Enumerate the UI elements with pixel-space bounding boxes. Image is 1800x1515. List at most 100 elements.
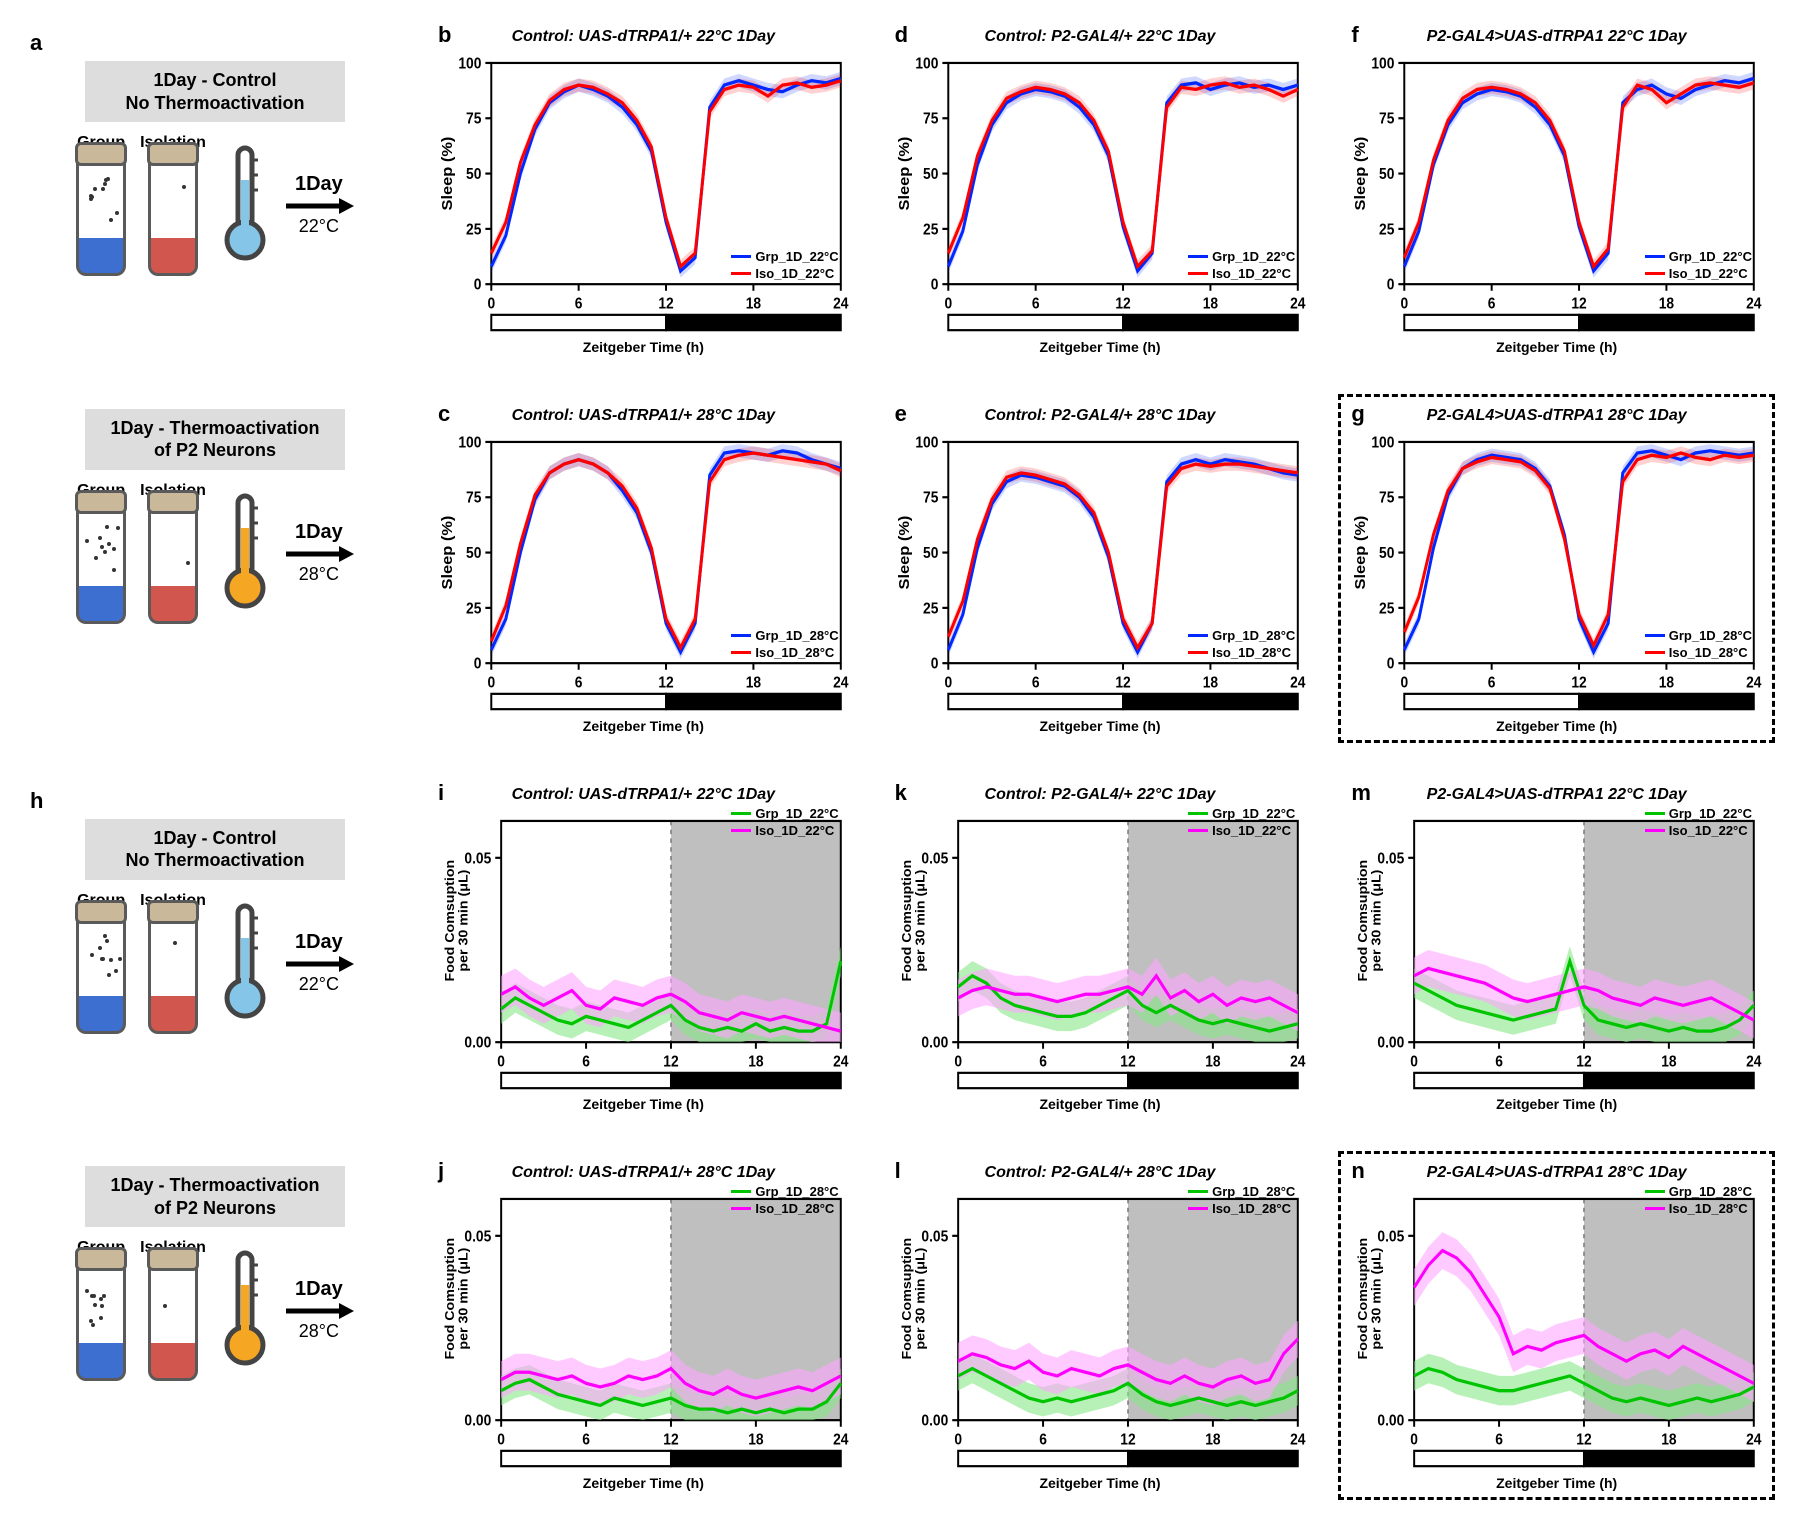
svg-text:24: 24 <box>1746 1053 1762 1070</box>
svg-text:12: 12 <box>1572 296 1587 313</box>
svg-text:0.05: 0.05 <box>464 850 491 867</box>
svg-text:75: 75 <box>466 111 481 128</box>
svg-text:100: 100 <box>458 56 481 73</box>
legend: Grp_1D_22°C Iso_1D_22°C <box>731 806 838 838</box>
svg-text:12: 12 <box>1572 674 1587 691</box>
svg-text:0: 0 <box>487 296 495 313</box>
svg-text:12: 12 <box>1115 296 1130 313</box>
svg-text:0: 0 <box>1411 1053 1419 1070</box>
panel-j: j Control: UAS-dTRPA1/+ 28°C 1Day 0 6 12… <box>430 1156 857 1495</box>
svg-text:25: 25 <box>466 222 481 239</box>
svg-text:Sleep (%): Sleep (%) <box>896 515 912 589</box>
panel-letter-b: b <box>438 22 451 48</box>
figure-grid: a 1Day - ControlNo Thermoactivation Grou… <box>30 20 1770 1495</box>
svg-text:per 30 min (μL): per 30 min (μL) <box>1370 869 1384 971</box>
svg-text:25: 25 <box>1379 600 1394 617</box>
svg-text:50: 50 <box>466 166 481 183</box>
svg-text:25: 25 <box>1379 222 1394 239</box>
svg-text:24: 24 <box>1290 296 1306 313</box>
svg-text:18: 18 <box>1205 1053 1220 1070</box>
svg-text:Food Comsuption: Food Comsuption <box>442 1238 456 1360</box>
panel-d: d Control: P2-GAL4/+ 22°C 1Day 0 6 12 18… <box>887 20 1314 359</box>
svg-text:0: 0 <box>1401 674 1409 691</box>
schematic-title-a: 1Day - ControlNo Thermoactivation <box>85 61 345 122</box>
panel-letter-d: d <box>895 22 908 48</box>
svg-text:per 30 min (μL): per 30 min (μL) <box>913 869 927 971</box>
schematic-row: Group Isolation 1Day 22°C <box>76 892 354 1034</box>
panel-letter-k: k <box>895 780 907 806</box>
x-axis-label: Zeitgeber Time (h) <box>893 339 1308 355</box>
svg-text:18: 18 <box>746 296 761 313</box>
svg-text:Sleep (%): Sleep (%) <box>896 137 912 211</box>
svg-text:24: 24 <box>833 1432 849 1449</box>
svg-text:per 30 min (μL): per 30 min (μL) <box>456 869 470 971</box>
svg-text:12: 12 <box>1120 1432 1135 1449</box>
svg-text:12: 12 <box>1120 1053 1135 1070</box>
x-axis-label: Zeitgeber Time (h) <box>436 1475 851 1491</box>
panel-n: n P2-GAL4>UAS-dTRPA1 28°C 1Day 0 6 12 18… <box>1343 1156 1770 1495</box>
svg-text:0: 0 <box>474 656 482 673</box>
svg-text:0: 0 <box>1387 277 1395 294</box>
panel-b: b Control: UAS-dTRPA1/+ 22°C 1Day 0 6 12… <box>430 20 857 359</box>
panel-letter-c: c <box>438 401 450 427</box>
svg-text:50: 50 <box>1379 545 1394 562</box>
svg-text:Sleep (%): Sleep (%) <box>1353 515 1369 589</box>
svg-text:24: 24 <box>1290 1432 1306 1449</box>
svg-text:12: 12 <box>663 1053 678 1070</box>
svg-text:18: 18 <box>1202 674 1217 691</box>
svg-text:25: 25 <box>923 222 938 239</box>
svg-text:75: 75 <box>1379 111 1394 128</box>
schematic-title-h2: 1Day - Thermoactivationof P2 Neurons <box>85 1166 345 1227</box>
svg-text:0: 0 <box>954 1053 962 1070</box>
legend: Grp_1D_22°C Iso_1D_22°C <box>1645 249 1752 281</box>
svg-text:0: 0 <box>1387 656 1395 673</box>
svg-text:0.00: 0.00 <box>1378 1413 1405 1430</box>
schematic-title-a2: 1Day - Thermoactivationof P2 Neurons <box>85 409 345 470</box>
chart-title: Control: UAS-dTRPA1/+ 28°C 1Day <box>436 1164 851 1182</box>
svg-text:50: 50 <box>923 545 938 562</box>
svg-text:6: 6 <box>1031 296 1039 313</box>
svg-text:50: 50 <box>466 545 481 562</box>
svg-text:6: 6 <box>1039 1432 1047 1449</box>
svg-text:24: 24 <box>1746 674 1762 691</box>
panel-l: l Control: P2-GAL4/+ 28°C 1Day 0 6 12 18… <box>887 1156 1314 1495</box>
svg-text:0: 0 <box>1401 296 1409 313</box>
svg-text:50: 50 <box>1379 166 1394 183</box>
svg-text:24: 24 <box>1290 1053 1306 1070</box>
svg-text:18: 18 <box>1662 1432 1677 1449</box>
x-axis-label: Zeitgeber Time (h) <box>1349 718 1764 734</box>
svg-text:per 30 min (μL): per 30 min (μL) <box>456 1248 470 1350</box>
svg-text:75: 75 <box>466 490 481 507</box>
svg-text:100: 100 <box>915 435 938 452</box>
schematic-h2: 1Day - Thermoactivationof P2 Neurons Gro… <box>30 1156 400 1495</box>
x-axis-label: Zeitgeber Time (h) <box>436 1096 851 1112</box>
svg-text:0: 0 <box>930 656 938 673</box>
panel-letter-a: a <box>30 30 42 56</box>
svg-text:12: 12 <box>658 296 673 313</box>
panel-g: g P2-GAL4>UAS-dTRPA1 28°C 1Day 0 6 12 18… <box>1343 399 1770 738</box>
legend: Grp_1D_28°C Iso_1D_28°C <box>1645 628 1752 660</box>
svg-text:0.05: 0.05 <box>1378 850 1405 867</box>
schematic-a: a 1Day - ControlNo Thermoactivation Grou… <box>30 20 400 359</box>
svg-text:100: 100 <box>1372 435 1395 452</box>
svg-text:0: 0 <box>497 1432 505 1449</box>
panel-letter-f: f <box>1351 22 1358 48</box>
x-axis-label: Zeitgeber Time (h) <box>1349 1096 1764 1112</box>
svg-text:6: 6 <box>582 1432 590 1449</box>
chart-title: Control: P2-GAL4/+ 28°C 1Day <box>893 1164 1308 1182</box>
svg-text:Food Comsuption: Food Comsuption <box>1356 859 1370 981</box>
svg-text:6: 6 <box>1039 1053 1047 1070</box>
panel-i: i Control: UAS-dTRPA1/+ 22°C 1Day 0 6 12… <box>430 778 857 1117</box>
svg-text:75: 75 <box>923 111 938 128</box>
panel-letter-g: g <box>1351 401 1364 427</box>
svg-text:24: 24 <box>833 674 849 691</box>
panel-k: k Control: P2-GAL4/+ 22°C 1Day 0 6 12 18… <box>887 778 1314 1117</box>
x-axis-label: Zeitgeber Time (h) <box>436 718 851 734</box>
chart-title: Control: UAS-dTRPA1/+ 22°C 1Day <box>436 786 851 804</box>
svg-text:6: 6 <box>1488 296 1496 313</box>
svg-text:Food Comsuption: Food Comsuption <box>442 859 456 981</box>
svg-text:6: 6 <box>575 296 583 313</box>
svg-text:18: 18 <box>748 1053 763 1070</box>
chart-title: Control: P2-GAL4/+ 28°C 1Day <box>893 407 1308 425</box>
schematic-row: Group Isolation 1Day 22°C <box>76 134 354 276</box>
